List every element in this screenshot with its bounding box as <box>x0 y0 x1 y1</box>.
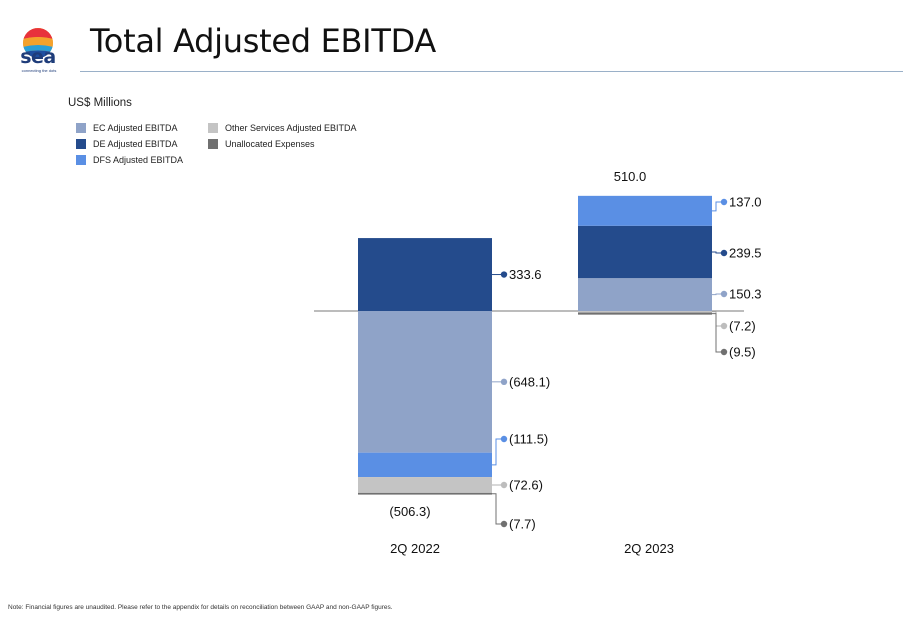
data-label-de: 239.5 <box>729 246 762 261</box>
sea-logo-icon <box>23 28 53 58</box>
category-label: 2Q 2023 <box>624 541 674 556</box>
callout-dot-unallocated <box>500 520 508 528</box>
legend-label: Other Services Adjusted EBITDA <box>225 123 357 133</box>
legend-label: DE Adjusted EBITDA <box>93 139 178 149</box>
legend-label: Unallocated Expenses <box>225 139 315 149</box>
data-label-de: 333.6 <box>509 267 542 282</box>
bar-segment-de <box>358 238 492 311</box>
legend-item-de: DE Adjusted EBITDA <box>76 138 178 150</box>
data-label-unallocated: (7.7) <box>509 517 536 532</box>
legend-swatch <box>208 123 218 133</box>
data-label-unallocated: (9.5) <box>729 345 756 360</box>
legend-item-ec: EC Adjusted EBITDA <box>76 122 178 134</box>
title-divider <box>80 71 903 72</box>
legend-label: EC Adjusted EBITDA <box>93 123 178 133</box>
total-label: 510.0 <box>614 169 647 184</box>
data-label-ec: 150.3 <box>729 287 762 302</box>
callout-leader-dfs <box>712 201 724 212</box>
callout-leader-unallocated <box>492 493 504 525</box>
data-label-other: (7.2) <box>729 319 756 334</box>
legend-swatch <box>76 139 86 149</box>
callout-dot-other <box>720 322 728 330</box>
legend-item-dfs: DFS Adjusted EBITDA <box>76 154 183 166</box>
data-label-dfs: 137.0 <box>729 195 762 210</box>
bar-segment-ec <box>358 311 492 453</box>
bar-segment-unallocated <box>578 312 712 315</box>
legend-label: DFS Adjusted EBITDA <box>93 155 184 165</box>
callout-leader-de <box>712 251 724 254</box>
callout-dot-other <box>500 481 508 489</box>
data-label-ec: (648.1) <box>509 374 550 389</box>
data-label-other: (72.6) <box>509 478 543 493</box>
callout-dot-dfs <box>720 198 728 206</box>
page-title: Total Adjusted EBITDA <box>90 22 436 60</box>
callout-dot-ec <box>500 378 508 386</box>
legend-swatch <box>76 155 86 165</box>
callout-dot-dfs <box>500 435 508 443</box>
legend-swatch <box>208 139 218 149</box>
bar-segment-dfs <box>358 452 492 478</box>
total-label: (506.3) <box>389 504 430 519</box>
bar-segment-dfs <box>578 195 712 226</box>
footnote: Note: Financial figures are unaudited. P… <box>8 604 393 611</box>
legend-swatch <box>76 123 86 133</box>
bar-segment-unallocated <box>358 492 492 495</box>
brand-tagline: connecting the dots <box>21 68 57 73</box>
legend-item-other: Other Services Adjusted EBITDA <box>208 122 357 134</box>
callout-dot-de <box>500 271 508 278</box>
callout-leader-ec <box>712 293 724 296</box>
callout-dot-unallocated <box>720 348 728 356</box>
category-label: 2Q 2022 <box>390 541 440 556</box>
bar-segment-other <box>578 311 712 313</box>
callout-leader-unallocated <box>712 313 724 353</box>
bar-segment-de <box>578 225 712 279</box>
ebitda-stacked-bar-chart: (648.1) 333.6 (111.5) (72.6) (7.7) (506.3) 2Q … <box>314 169 762 556</box>
bar-segment-ec <box>578 278 712 311</box>
bar-segment-other <box>358 477 492 493</box>
brand-wordmark: sea <box>20 46 56 68</box>
callout-leader-dfs <box>492 438 504 466</box>
callout-dot-de <box>720 249 728 257</box>
callout-dot-ec <box>720 290 728 298</box>
legend-item-unallocated: Unallocated Expenses <box>208 138 315 150</box>
units-label: US$ Millions <box>68 97 132 109</box>
data-label-dfs: (111.5) <box>509 432 548 447</box>
